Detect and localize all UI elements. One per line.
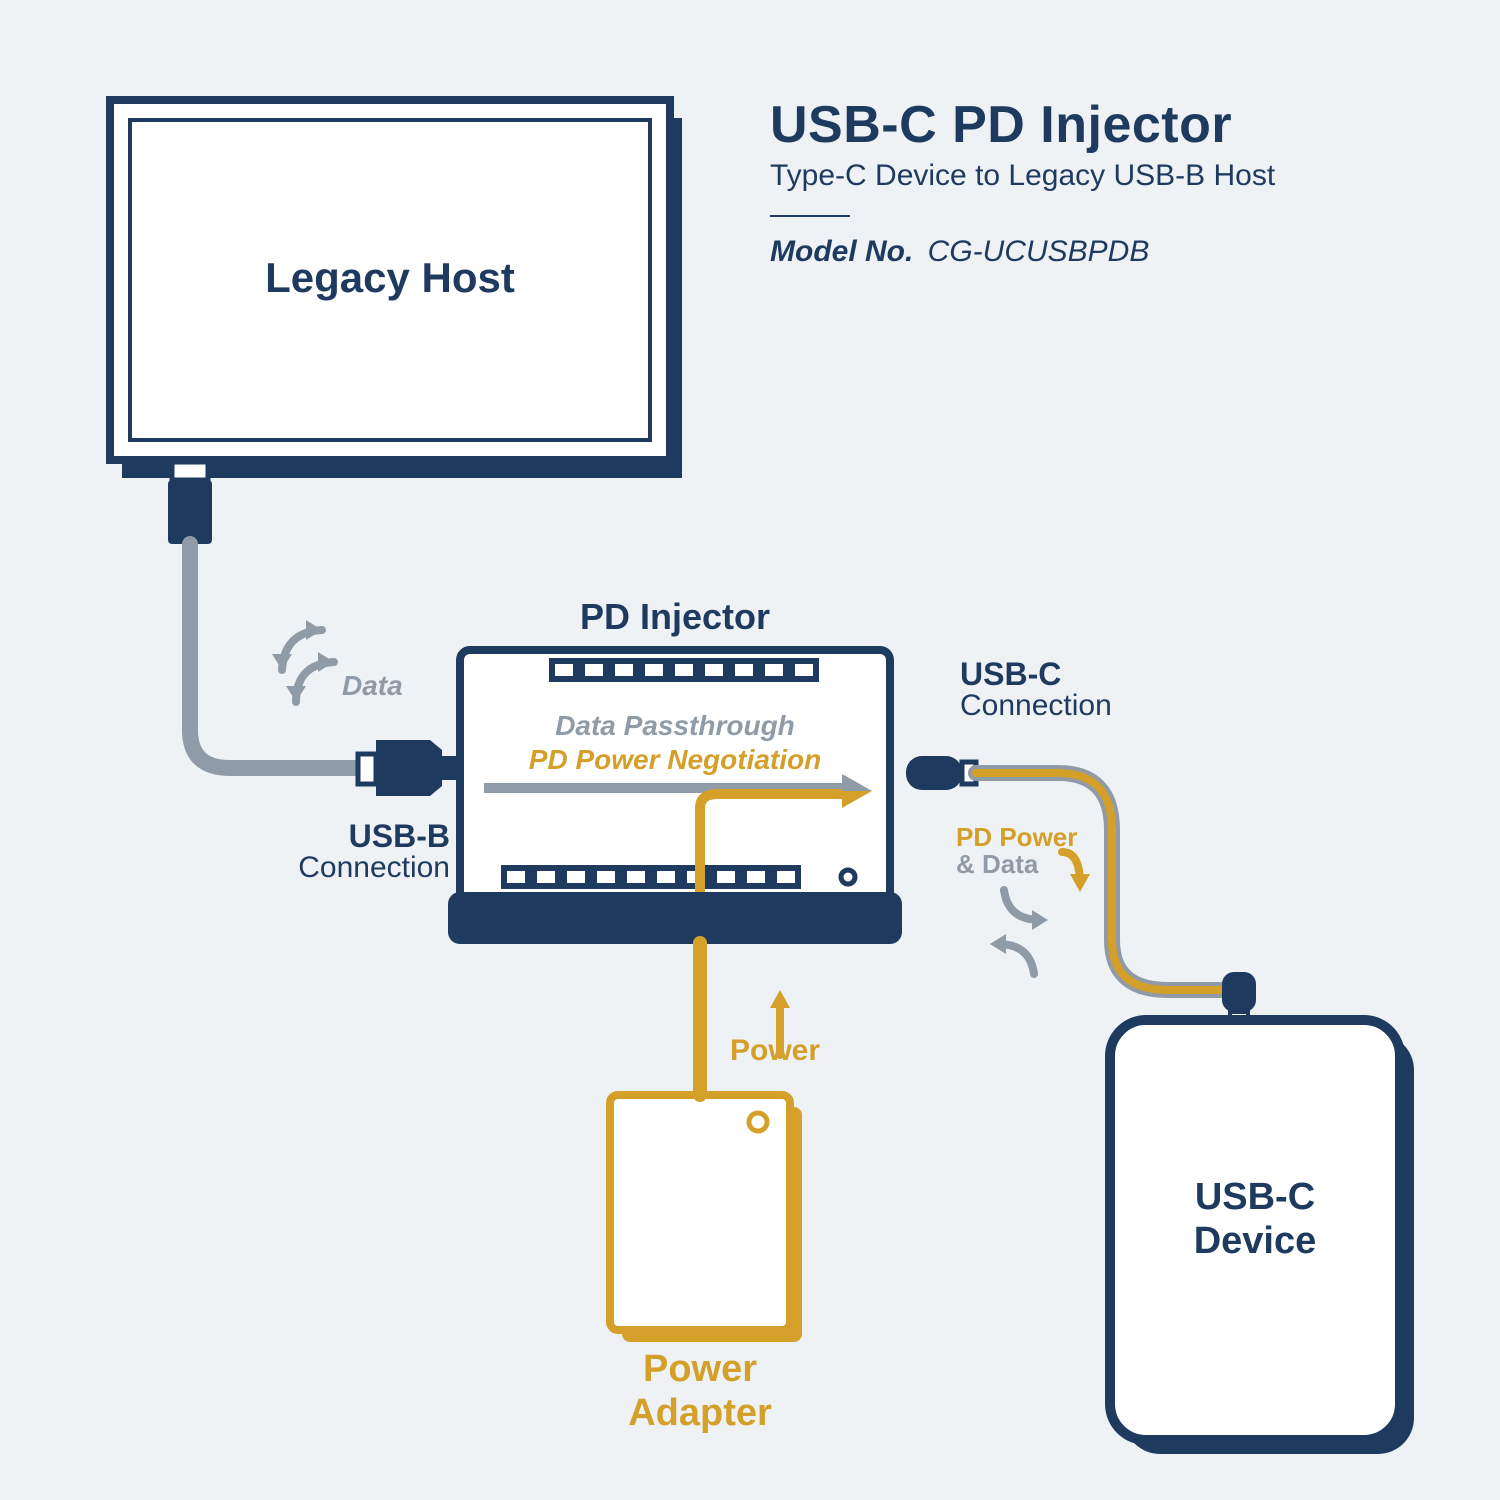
cable-injector-phone-gold xyxy=(976,773,1222,990)
data-arrowhead-2 xyxy=(272,654,292,670)
usb-b-title: USB-B xyxy=(270,818,450,855)
pd-power-line2: & Data xyxy=(956,849,1077,880)
power-arrowhead xyxy=(770,990,790,1008)
data-right-arrowhead2 xyxy=(990,934,1006,954)
usb-c-label-block: USB-C Connection xyxy=(960,656,1112,723)
data-arrowhead-down xyxy=(286,686,306,702)
data-arrow-up xyxy=(296,662,334,702)
data-arrowhead-up xyxy=(318,652,334,672)
usb-c-plug-body xyxy=(906,756,962,790)
usb-b-tip xyxy=(358,754,376,784)
pd-injector-title: PD Injector xyxy=(460,596,890,638)
pd-power-label: PD Power Negotiation xyxy=(470,744,880,776)
pd-power-data-block: PD Power & Data xyxy=(956,822,1077,880)
usbc-device-label: USB-CDevice xyxy=(1110,1176,1400,1263)
usb-c-sub: Connection xyxy=(960,689,1112,723)
data-label: Data xyxy=(342,670,403,702)
pd-injector-base xyxy=(448,892,902,944)
legacy-host-label: Legacy Host xyxy=(130,254,650,302)
usb-a-body xyxy=(168,480,212,544)
cable-injector-phone-gray xyxy=(976,773,1222,990)
power-label: Power xyxy=(730,1034,820,1068)
data-arrowhead-1 xyxy=(306,620,322,640)
pd-data-label: Data Passthrough xyxy=(470,710,880,742)
usb-b-sub: Connection xyxy=(270,851,450,885)
data-right-arrowhead1 xyxy=(1032,910,1048,930)
power-adapter-label: PowerAdapter xyxy=(560,1348,840,1435)
usb-c-phone-plug xyxy=(1222,972,1256,1012)
usb-b-label-block: USB-B Connection xyxy=(270,818,450,885)
usb-b-body xyxy=(376,740,442,796)
usb-c-title: USB-C xyxy=(960,656,1112,693)
usb-a-tip xyxy=(172,462,208,480)
